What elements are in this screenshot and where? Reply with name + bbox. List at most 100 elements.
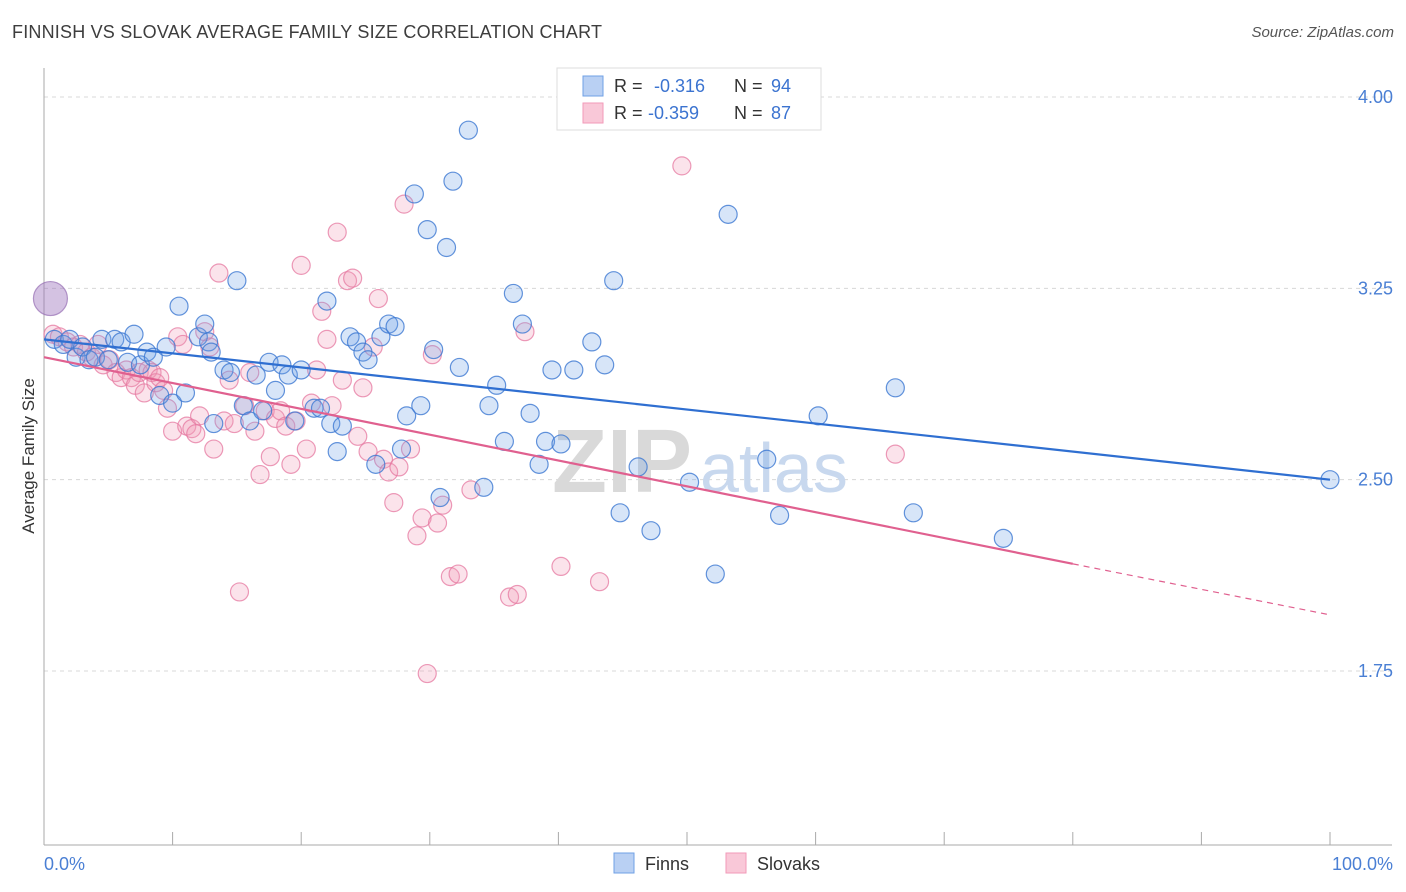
slovaks-point <box>332 370 352 390</box>
finns-point <box>718 204 738 224</box>
slovaks-point <box>417 663 437 684</box>
finns-point <box>535 431 556 451</box>
slovaks-point <box>348 426 368 446</box>
finns-point <box>564 360 584 380</box>
slovaks-trend-line <box>43 356 1074 565</box>
slovaks-point <box>312 301 332 321</box>
finns-point <box>195 314 215 334</box>
finns-point <box>628 457 648 477</box>
finns-point <box>479 396 499 416</box>
finns-point <box>529 454 549 474</box>
slovaks-point <box>507 584 527 605</box>
slovaks-point <box>195 322 215 342</box>
finns-point <box>391 439 412 459</box>
finns-point <box>317 291 337 311</box>
slovaks-point <box>163 421 183 441</box>
slovaks-point <box>343 268 363 288</box>
finns-point <box>291 360 311 380</box>
finns-point <box>604 271 624 291</box>
slovaks-point <box>209 263 229 283</box>
finns-point <box>163 393 183 413</box>
x-tick-label-min: 0.0% <box>44 854 85 874</box>
finns-point <box>404 184 424 204</box>
legend-swatch-slovaks <box>582 102 604 124</box>
finns-point <box>417 220 437 240</box>
finns-point <box>397 406 417 426</box>
finns-point <box>503 283 523 304</box>
slovaks-point <box>389 457 409 477</box>
finns-point <box>487 375 507 395</box>
slovaks-point <box>296 439 316 459</box>
slovaks-point <box>327 222 347 242</box>
y-tick-labels: 1.75 2.50 3.25 4.00 <box>1358 87 1393 681</box>
finns-point <box>443 171 463 191</box>
y-tick-label: 4.00 <box>1358 87 1393 107</box>
finns-point <box>551 434 571 454</box>
trend-lines <box>43 338 1331 616</box>
slovaks-point <box>427 513 448 533</box>
finns-point <box>993 528 1013 548</box>
slovaks-point <box>412 508 432 528</box>
legend-swatch-finns <box>582 75 604 97</box>
finns-point <box>253 401 273 421</box>
slovaks-point <box>407 526 427 546</box>
x-ticks <box>172 832 1331 845</box>
slovaks-point <box>337 271 358 291</box>
finns-point <box>520 403 540 423</box>
slovaks-point <box>317 329 337 349</box>
slovaks-point <box>301 393 322 413</box>
finns-point <box>595 355 615 375</box>
finns-point <box>265 380 286 400</box>
legend-r-label-finns: R = <box>614 76 643 96</box>
y-tick-label: 2.50 <box>1358 470 1393 490</box>
finns-point <box>327 442 347 462</box>
finns-point <box>220 362 241 383</box>
bottom-legend-swatch-finns <box>613 852 635 874</box>
points-slovaks <box>43 156 905 684</box>
slovaks-point <box>551 556 571 577</box>
slovaks-point <box>433 495 453 515</box>
finns-point <box>175 383 196 403</box>
bottom-legend-swatch-slovaks <box>725 852 747 874</box>
legend-r-finns: -0.316 <box>654 76 705 96</box>
finns-point <box>424 339 444 360</box>
legend-r-slovaks: -0.359 <box>648 103 699 123</box>
x-tick-label-max: 100.0% <box>1332 854 1393 874</box>
finns-point <box>885 378 905 398</box>
finns-point <box>512 314 532 334</box>
finns-trend-line <box>43 338 1331 481</box>
legend-box: R = -0.316 N = 94 R = -0.359 N = 87 <box>556 67 822 131</box>
finns-point <box>332 416 352 436</box>
finns-point <box>430 487 450 508</box>
watermark-zip: ZIP <box>552 412 692 512</box>
finns-point <box>285 411 305 431</box>
legend-n-finns: 94 <box>771 76 791 96</box>
slovaks-point <box>224 413 244 434</box>
finns-point <box>610 503 630 523</box>
finns-point <box>246 365 266 385</box>
finns-point <box>358 350 378 370</box>
finns-point <box>340 327 360 347</box>
finns-point <box>169 296 189 316</box>
slovaks-point <box>186 424 206 444</box>
legend-r-label-slovaks: R = <box>614 103 643 123</box>
finns-point <box>240 411 260 431</box>
slovaks-point <box>245 421 265 441</box>
slovaks-point <box>499 587 520 607</box>
slovaks-point <box>672 156 692 176</box>
finns-point <box>346 332 367 352</box>
finns-point <box>903 503 923 523</box>
y-tick-label: 1.75 <box>1358 661 1393 681</box>
bottom-legend: Finns Slovaks <box>613 852 820 874</box>
grid-lines <box>44 96 1392 672</box>
legend-n-slovaks: 87 <box>771 103 791 123</box>
finns-point <box>366 454 386 474</box>
chart-title: FINNISH VS SLOVAK AVERAGE FAMILY SIZE CO… <box>12 22 603 42</box>
slovaks-point <box>260 447 280 467</box>
slovaks-point <box>394 194 414 214</box>
slovaks-point <box>384 493 404 513</box>
finns-point <box>204 413 224 434</box>
finns-point <box>542 360 562 380</box>
legend-n-label-finns: N = <box>734 76 763 96</box>
